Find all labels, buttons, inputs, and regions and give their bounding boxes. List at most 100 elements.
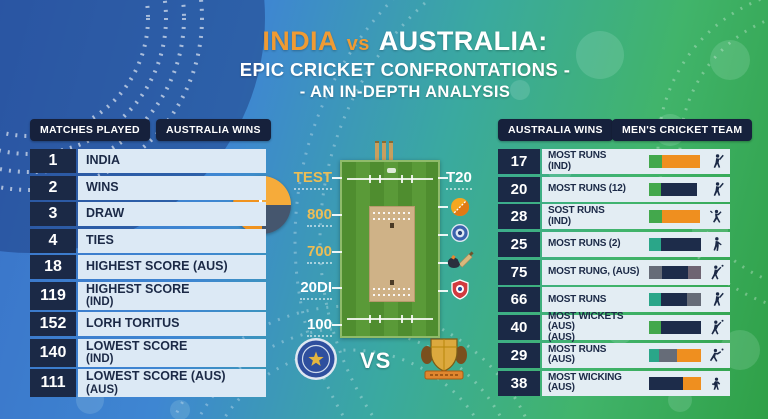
row-label-line1: MOST RUNS [548, 343, 607, 355]
row-value: 4 [30, 228, 76, 253]
row-value: 38 [498, 370, 540, 396]
row-label-line2: (AUS) [548, 382, 575, 393]
title-line1: INDIA vs AUSTRALIA: [210, 26, 600, 57]
table-row: 17 MOST RUNS (IND) [498, 149, 730, 174]
row-label-line1: TIES [86, 232, 114, 247]
table-row: 18 HIGHEST SCORE (AUS) [30, 255, 266, 279]
scale-label-text: T20 [446, 169, 472, 190]
crease-tick [411, 315, 413, 323]
cricket-stumps-icon [375, 139, 395, 164]
batsman-icon [706, 151, 727, 172]
row-value: 20 [498, 176, 540, 202]
row-value: 111 [30, 369, 76, 397]
row-label-line1: MOST RUNG, (AUS) [548, 266, 640, 277]
row-label: INDIA [78, 149, 266, 173]
row-label: TIES [78, 228, 266, 253]
row-strip: MOST WICKETS (AUS) (AUS) [542, 310, 730, 342]
scale-label-t20: T20 [446, 169, 472, 190]
row-value: 25 [498, 232, 540, 258]
table-row: 111 LOWEST SCORE (AUS) (AUS) [30, 369, 266, 397]
row-label-line2: (AUS) [548, 354, 575, 366]
row-label: WINS [78, 175, 266, 200]
row-label: HIGHEST SCORE (IND) [78, 281, 266, 310]
stat-bar [649, 293, 703, 307]
row-strip: MOST RUNS (12) [542, 176, 730, 202]
title-line3: - AN IN-DEPTH ANALYSIS [299, 83, 511, 101]
title-vs: vs [346, 33, 370, 55]
crease-tick [379, 175, 381, 183]
stat-bar [649, 155, 703, 168]
table-row: 40 MOST WICKETS (AUS) (AUS) [498, 310, 730, 342]
row-label-line1: MOST WICKETS (AUS) [548, 310, 624, 333]
fielder-throwing-icon [706, 345, 727, 366]
stat-bar [649, 321, 703, 335]
row-value: 17 [498, 149, 540, 174]
table-row: 119 HIGHEST SCORE (IND) [30, 281, 266, 310]
scale-label-700: 700 [268, 243, 332, 264]
row-label-line1: LORH TORITUS [86, 316, 180, 331]
india-crest-icon [450, 223, 470, 248]
cricket-ball-icon [450, 197, 470, 222]
row-label-line2: (IND) [548, 215, 571, 227]
row-label: SOST RUNS (IND) [548, 206, 649, 227]
crease-line [347, 315, 433, 323]
title-australia: AUSTRALIA: [378, 26, 548, 56]
row-value: 18 [30, 255, 76, 279]
row-label-line1: WINS [86, 179, 119, 194]
table-row: 1 INDIA [30, 149, 266, 173]
row-label-line1: MOST RUNS [548, 150, 607, 161]
scale-tick [438, 234, 448, 236]
scale-tick [438, 177, 448, 179]
batsman-icon [706, 179, 727, 200]
crease-tick [369, 175, 371, 183]
walking-batsman-icon [706, 234, 727, 255]
pitch-stitch [373, 218, 411, 220]
scale-label-text: 100 [306, 316, 332, 337]
scale-tick [332, 287, 342, 289]
row-label-line2: (IND) [548, 160, 571, 172]
scale-tick [332, 324, 342, 326]
row-label-line1: HIGHEST SCORE [86, 281, 190, 296]
row-label-line2: (AUS) [548, 331, 575, 343]
row-value: 1 [30, 149, 76, 173]
scale-tick [332, 251, 342, 253]
scale-label-text: 20DI [300, 279, 332, 300]
field-marking [387, 168, 396, 173]
scale-label-text: TEST [293, 169, 332, 190]
bat-and-glove-icon [446, 249, 474, 278]
scale-label-test: TEST [268, 169, 332, 190]
table-row: 66 MOST RUNS [498, 287, 730, 313]
scale-label-text: 700 [306, 243, 332, 264]
page-title: INDIA vs AUSTRALIA: EPIC CRICKET CONFRON… [210, 26, 600, 102]
pitch-stitch [373, 294, 411, 296]
cricket-field [340, 160, 440, 338]
table-row: 25 MOST RUNS (2) [498, 232, 730, 258]
right-stats-table: 17 MOST RUNS (IND) 20 MOST RUNS (12) 28 SOST… [498, 149, 730, 396]
row-label: DRAW [78, 202, 266, 226]
row-strip: MOST RUNS [542, 287, 730, 313]
row-label: MOST RUNS (2) [548, 239, 649, 250]
pitch-stitch [373, 212, 411, 214]
row-label-line1: MOST WICKING [548, 371, 622, 383]
cricket-pitch [369, 206, 415, 302]
row-label-line1: DRAW [86, 206, 125, 221]
scale-tick [438, 290, 448, 292]
row-value: 66 [498, 287, 540, 313]
row-value: 29 [498, 342, 540, 368]
wicket-keeper-icon [706, 373, 727, 394]
header-mens-cricket-team: MEN'S CRICKET TEAM [612, 119, 753, 141]
row-label: LOWEST SCORE (AUS) (AUS) [78, 369, 266, 397]
stat-bar [649, 348, 703, 362]
crease-tick [369, 315, 371, 323]
scale-tick [332, 214, 342, 216]
left-stats-table: 1 INDIA 2 WINS 3 DRAW 4 TIES 18 HIGHEST SCORE… [30, 149, 266, 397]
stat-bar [649, 182, 703, 196]
row-label-line1: MOST RUNS (2) [548, 238, 621, 250]
scale-label-text: 800 [306, 206, 332, 227]
table-row: 38 MOST WICKING (AUS) [498, 370, 730, 396]
row-label-line2: (AUS) [86, 383, 118, 396]
scale-tick [332, 177, 342, 179]
row-strip: MOST RUNG, (AUS) [542, 259, 730, 285]
crease-line [347, 175, 433, 183]
